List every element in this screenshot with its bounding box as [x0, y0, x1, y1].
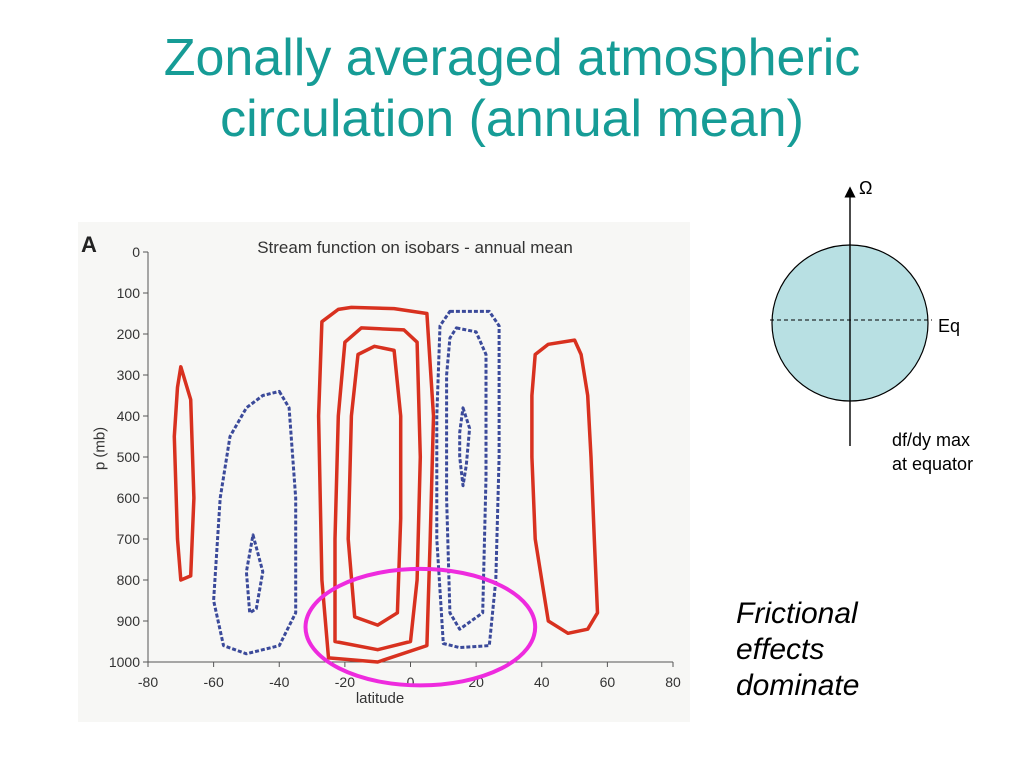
friction-highlight-ellipse: [303, 566, 538, 688]
x-tick-label: 40: [534, 674, 550, 690]
y-tick-label: 800: [117, 572, 141, 588]
positive-streamline: [172, 365, 196, 582]
x-tick-label: -40: [269, 674, 289, 690]
x-tick-label: -60: [204, 674, 224, 690]
negative-streamline: [244, 533, 265, 615]
y-tick-label: 900: [117, 613, 141, 629]
x-tick-label: -80: [138, 674, 158, 690]
positive-streamline: [530, 338, 600, 636]
friction-annotation-line-3: dominate: [736, 669, 860, 702]
contour-lines: [172, 305, 600, 688]
positive-streamline: [346, 344, 403, 627]
y-tick-label: 600: [117, 490, 141, 506]
coriolis-note-line-2: at equator: [892, 454, 974, 474]
y-tick-label: 0: [132, 244, 140, 260]
y-tick-label: 300: [117, 367, 141, 383]
y-tick-label: 100: [117, 285, 141, 301]
negative-streamline: [445, 326, 488, 631]
negative-streamline: [212, 389, 298, 656]
positive-streamline: [316, 305, 436, 664]
friction-annotation: Frictional effects dominate: [736, 596, 936, 704]
plot-background: [78, 222, 690, 722]
negative-streamline: [458, 406, 472, 488]
y-axis-ticks: 0 100 200 300 400 500 600 700 800 900 1000: [109, 244, 148, 670]
omega-label: Ω: [859, 178, 873, 198]
slide-title: Zonally averaged atmospheric circulation…: [0, 28, 1024, 150]
x-tick-label: 80: [665, 674, 681, 690]
friction-annotation-line-1: Frictional: [736, 597, 858, 630]
slide-title-line-2: circulation (annual mean): [220, 90, 804, 148]
coriolis-note-line-1: df/dy max: [892, 430, 971, 450]
equator-label: Eq: [938, 316, 961, 336]
coriolis-gradient-note: df/dy max at equator: [892, 428, 1022, 476]
negative-streamline: [435, 309, 501, 650]
positive-streamline: [333, 326, 423, 652]
chart-title: Stream function on isobars - annual mean: [257, 238, 573, 257]
x-tick-label: -20: [335, 674, 355, 690]
slide-title-line-1: Zonally averaged atmospheric: [163, 29, 861, 87]
y-tick-label: 700: [117, 531, 141, 547]
y-tick-label: 200: [117, 326, 141, 342]
x-axis-label: latitude: [355, 690, 405, 707]
x-tick-label: 60: [600, 674, 616, 690]
panel-label: A: [81, 232, 97, 257]
y-tick-label: 400: [117, 408, 141, 424]
x-tick-label: 0: [407, 674, 415, 690]
friction-annotation-line-2: effects: [736, 633, 825, 666]
y-tick-label: 500: [117, 449, 141, 465]
y-tick-label: 1000: [109, 654, 140, 670]
